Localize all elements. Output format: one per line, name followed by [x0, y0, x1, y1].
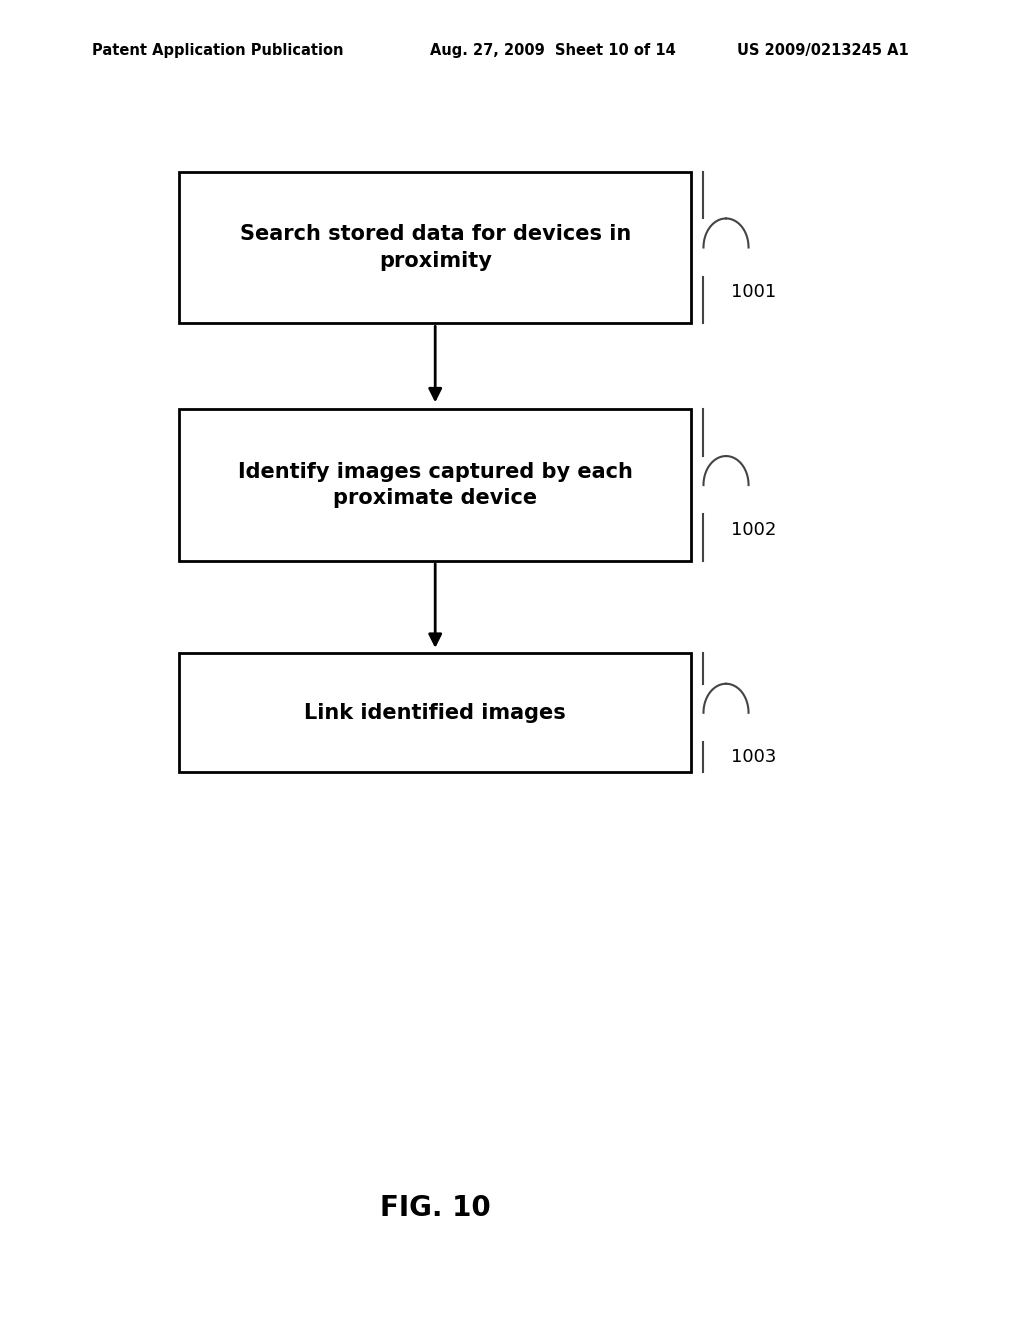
Text: Patent Application Publication: Patent Application Publication	[92, 42, 344, 58]
Text: Search stored data for devices in
proximity: Search stored data for devices in proxim…	[240, 224, 631, 271]
Bar	[179, 172, 691, 323]
Bar	[179, 409, 691, 561]
Text: FIG. 10: FIG. 10	[380, 1193, 490, 1222]
Text: Identify images captured by each
proximate device: Identify images captured by each proxima…	[238, 462, 633, 508]
Text: Link identified images: Link identified images	[304, 702, 566, 723]
Text: 1001: 1001	[731, 284, 776, 301]
Text: Aug. 27, 2009  Sheet 10 of 14: Aug. 27, 2009 Sheet 10 of 14	[430, 42, 676, 58]
Text: 1002: 1002	[731, 521, 776, 539]
Text: 1003: 1003	[731, 748, 776, 767]
Bar	[179, 653, 691, 772]
Text: US 2009/0213245 A1: US 2009/0213245 A1	[737, 42, 909, 58]
